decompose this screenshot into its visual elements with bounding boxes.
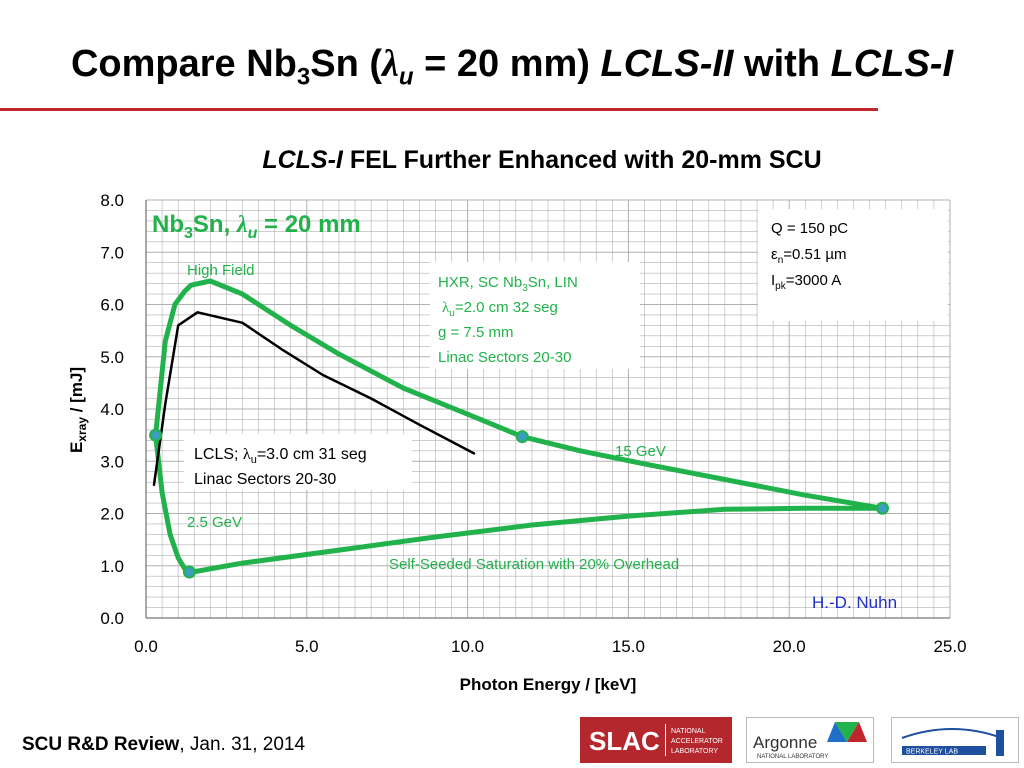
y-tick-label: 4.0 [100,400,124,419]
x-tick-label: 5.0 [295,637,319,656]
y-tick-label: 0.0 [100,609,124,628]
15gev-label: 15 GeV [615,443,666,460]
x-axis-label: Photon Energy / [keV] [460,675,637,694]
self-seeded-label: Self-Seeded Saturation with 20% Overhead [389,556,679,573]
berkeley-lab-logo: BERKELEY LAB [891,717,1019,763]
footer: SCU R&D Review, Jan. 31, 2014 [22,734,306,755]
argonne-logo-graphic: Argonne NATIONAL LABORATORY [753,722,867,760]
lcls-info-box [184,434,412,490]
y-tick-labels: 0.0 1.0 2.0 3.0 4.0 5.0 6.0 7.0 8.0 [100,191,124,628]
y-tick-label: 7.0 [100,243,124,262]
svg-text:BERKELEY LAB: BERKELEY LAB [906,749,958,756]
lcls-info-text: LCLS; λu=3.0 cm 31 seg Linac Sectors 20-… [194,446,367,488]
y-tick-label: 8.0 [100,191,124,210]
svg-text:Argonne: Argonne [753,733,817,752]
data-marker [515,430,529,444]
berkeley-lab-logo-graphic: BERKELEY LAB [901,728,1004,756]
hxr-info-text: HXR, SC Nb3Sn, LIN λu=2.0 cm 32 seg g = … [438,274,578,366]
x-tick-label: 0.0 [134,637,158,656]
svg-text:ACCELERATOR: ACCELERATOR [671,738,723,745]
credit-label: H.-D. Nuhn [812,593,897,612]
axes [145,200,950,619]
x-tick-label: 20.0 [773,637,806,656]
params-box [758,209,948,321]
y-tick-label: 1.0 [100,557,124,576]
x-tick-labels: 0.0 5.0 10.0 15.0 20.0 25.0 [134,637,966,656]
series-black_lcls [152,311,476,487]
data-marker [149,428,163,442]
y-tick-label: 2.0 [100,505,124,524]
slac-logo-graphic: SLAC NATIONAL ACCELERATOR LABORATORY [589,724,723,756]
svg-text:g = 7.5 mm: g = 7.5 mm [438,324,513,341]
y-axis-label: Exray / [mJ] [67,367,89,453]
x-tick-label: 25.0 [933,637,966,656]
2.5gev-label: 2.5 GeV [187,514,242,531]
series-green_upper [153,278,885,511]
svg-text:LABORATORY: LABORATORY [671,748,718,755]
chart-title: LCLS-I FEL Further Enhanced with 20-mm S… [262,146,822,174]
title-divider [0,108,878,111]
svg-text:NATIONAL: NATIONAL [671,728,706,735]
y-tick-label: 6.0 [100,296,124,315]
svg-text:Linac Sectors 20-30: Linac Sectors 20-30 [438,349,571,366]
series-green_lower [153,432,885,575]
svg-text:Ipk=3000 A: Ipk=3000 A [771,272,841,292]
x-tick-label: 10.0 [451,637,484,656]
svg-text:NATIONAL LABORATORY: NATIONAL LABORATORY [757,754,828,760]
slide-title: Compare Nb3Sn (λu = 20 mm) LCLS-II with … [70,43,954,91]
y-tick-label: 3.0 [100,452,124,471]
markers [149,428,889,579]
svg-text:Linac Sectors 20-30: Linac Sectors 20-30 [194,471,336,488]
params-text: Q = 150 pC εn=0.51 µm Ipk=3000 A [771,220,848,292]
svg-text:λu=2.0 cm 32 seg: λu=2.0 cm 32 seg [442,299,558,319]
svg-text:SLAC: SLAC [589,726,660,756]
high-field-label: High Field [187,262,255,279]
svg-text:εn=0.51 µm: εn=0.51 µm [771,246,847,266]
svg-text:HXR, SC Nb3Sn, LIN: HXR, SC Nb3Sn, LIN [438,274,578,294]
data-marker [182,565,196,579]
svg-text:Q = 150 pC: Q = 150 pC [771,220,848,237]
argonne-logo: Argonne NATIONAL LABORATORY [746,717,874,763]
y-tick-label: 5.0 [100,348,124,367]
hxr-info-box [430,262,640,369]
data-marker [875,501,889,515]
nb3sn-label: Nb3Sn, λu = 20 mm [152,211,361,242]
x-tick-label: 15.0 [612,637,645,656]
series-lines [152,278,885,575]
svg-text:LCLS; λu=3.0 cm 31 seg: LCLS; λu=3.0 cm 31 seg [194,446,367,466]
slac-logo: SLAC NATIONAL ACCELERATOR LABORATORY [580,717,732,763]
